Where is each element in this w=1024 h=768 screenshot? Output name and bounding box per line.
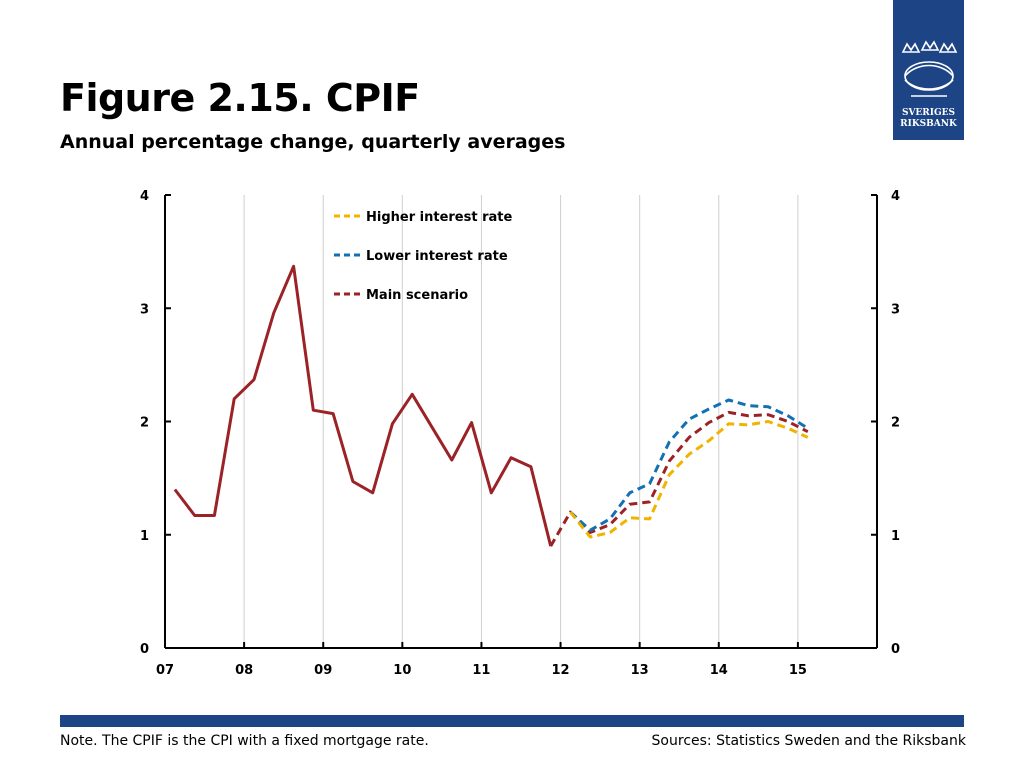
series-line [569,398,809,532]
riksbank-logo: SVERIGES RIKSBANK [893,0,964,140]
x-tick-label: 13 [631,663,649,678]
logo-wordmark: SVERIGES RIKSBANK [893,108,964,130]
x-tick-label: 14 [710,663,728,678]
y-tick-label-left: 2 [140,416,149,431]
chart-axes [164,194,878,649]
chart-legend: Higher interest rate Lower interest rate M… [334,210,512,303]
y-tick-label-right: 2 [891,416,900,431]
page-title: Figure 2.15. CPIF [60,76,420,120]
x-tick-label: 09 [314,663,332,678]
footnote: Note. The CPIF is the CPI with a fixed m… [60,733,429,749]
y-tick-label-right: 1 [891,529,900,544]
footer-bar [60,715,964,727]
y-tick-label-right: 0 [891,642,900,657]
series-line [173,264,553,547]
y-tick-label-left: 0 [140,642,149,657]
series-line [569,420,809,539]
tick-labels: 0 01 12 23 34 407 08 09 10 11 12 13 14 15 [140,189,900,678]
x-tick-label: 11 [472,663,490,678]
x-tick-label: 10 [393,663,411,678]
x-tick-label: 12 [552,663,570,678]
x-tick-label: 15 [789,663,807,678]
cpif-line-chart: 0 01 12 23 34 407 08 09 10 11 12 13 14 15 Higher inte… [140,189,900,678]
y-tick-label-right: 3 [891,302,900,317]
page-subtitle: Annual percentage change, quarterly aver… [60,131,566,153]
crown-emblem-icon [901,40,958,97]
y-tick-label-left: 3 [140,302,149,317]
y-tick-label-right: 4 [891,189,900,204]
y-tick-label-left: 1 [140,529,149,544]
logo-line-riksbank: RIKSBANK [900,119,957,129]
grid-lines [243,195,799,648]
x-tick-label: 08 [235,663,253,678]
series-line [549,410,809,547]
legend-label: Higher interest rate [366,210,512,225]
sources: Sources: Statistics Sweden and the Riksb… [651,733,966,749]
y-tick-label-left: 4 [140,189,149,204]
legend-label: Lower interest rate [366,249,508,264]
series-lines [173,264,809,547]
x-tick-label: 07 [156,663,174,678]
legend-label: Main scenario [366,288,468,303]
logo-line-sveriges: SVERIGES [901,108,956,118]
